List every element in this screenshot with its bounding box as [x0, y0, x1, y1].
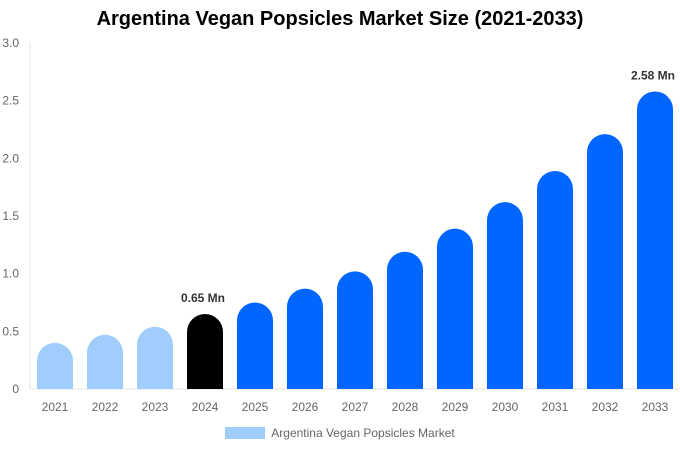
x-tick-label: 2028: [392, 400, 419, 414]
legend-swatch: [225, 427, 266, 439]
bar-2024: [187, 314, 223, 389]
x-tick-label: 2025: [242, 400, 269, 414]
x-tick-label: 2033: [642, 400, 669, 414]
bar-2029: [437, 228, 473, 389]
bar-2033: [637, 91, 673, 390]
x-tick-label: 2027: [342, 400, 369, 414]
data-label: 0.65 Mn: [181, 291, 225, 305]
x-tick-label: 2026: [292, 400, 319, 414]
bar-2025: [237, 302, 273, 389]
legend: Argentina Vegan Popsicles Market: [0, 426, 680, 440]
bar-chart: 0 0.5 1.0 1.5 2.0 2.5 3.0 2021 2022 2023 2024 0.65 …: [2, 36, 680, 414]
bar-2026: [287, 288, 323, 389]
x-tick-label: 2029: [442, 400, 469, 414]
y-tick-label: 1.0: [2, 267, 19, 281]
bar-2027: [337, 271, 373, 389]
x-tick-label: 2030: [492, 400, 519, 414]
data-label: 2.58 Mn: [631, 68, 675, 82]
x-tick-label: 2032: [592, 400, 619, 414]
bar-2032: [587, 134, 623, 389]
x-tick-label: 2024: [192, 400, 219, 414]
bar-2031: [537, 171, 573, 389]
bar-2023: [137, 326, 173, 389]
y-tick-label: 0: [12, 382, 19, 396]
y-tick-label: 2.5: [2, 94, 19, 108]
y-tick-label: 0.5: [2, 324, 19, 338]
x-tick-label: 2022: [92, 400, 119, 414]
bar-2022: [87, 334, 123, 389]
x-tick-label: 2031: [542, 400, 569, 414]
y-tick-label: 3.0: [2, 36, 19, 50]
chart-title: Argentina Vegan Popsicles Market Size (2…: [96, 8, 584, 30]
bar-2021: [37, 342, 73, 389]
y-tick-label: 1.5: [2, 209, 19, 223]
bar-2030: [487, 202, 523, 389]
x-tick-label: 2023: [142, 400, 169, 414]
y-tick-label: 2.0: [2, 151, 19, 165]
bar-2028: [387, 251, 423, 389]
legend-label: Argentina Vegan Popsicles Market: [271, 426, 455, 440]
x-tick-label: 2021: [42, 400, 69, 414]
